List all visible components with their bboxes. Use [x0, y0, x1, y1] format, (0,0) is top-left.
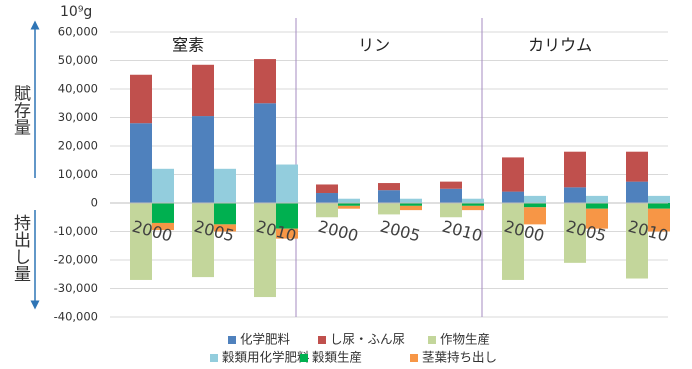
legend-swatch	[410, 354, 418, 362]
label-bg	[8, 75, 34, 145]
bar	[462, 203, 484, 206]
bar	[316, 193, 338, 203]
bar	[338, 205, 360, 209]
bar	[524, 203, 546, 208]
bar	[276, 228, 298, 239]
bar	[130, 203, 152, 280]
side-label: 持出し量	[10, 214, 31, 282]
y-tick-label: -20,000	[54, 253, 98, 267]
y-tick-label: 0	[91, 196, 98, 210]
unit-label: 10⁹g	[60, 4, 92, 20]
bar	[130, 123, 152, 203]
legend-label: 化学肥料	[240, 332, 291, 347]
bar	[338, 198, 360, 203]
legend-swatch	[428, 336, 436, 344]
bar	[130, 74, 152, 124]
bar	[564, 187, 586, 203]
bar	[586, 208, 608, 229]
y-tick-label: 30,000	[58, 110, 98, 124]
label-bg	[8, 205, 34, 290]
bar	[254, 103, 276, 203]
bar	[648, 208, 670, 232]
bar	[524, 195, 546, 203]
bar	[564, 151, 586, 188]
bar	[254, 59, 276, 104]
bar	[400, 205, 422, 211]
bar	[214, 168, 236, 203]
bar	[440, 181, 462, 189]
x-tick-label: 2010	[440, 217, 484, 246]
legend-label: 穀類生産	[312, 350, 362, 365]
y-tick-label: 10,000	[58, 167, 98, 181]
legend-swatch	[318, 336, 326, 344]
bar	[192, 203, 214, 278]
legend-swatch	[300, 354, 308, 362]
bar	[192, 64, 214, 117]
bar	[254, 203, 276, 298]
bar	[338, 203, 360, 206]
bar	[214, 224, 236, 232]
y-tick-label: -10,000	[54, 224, 98, 238]
y-tick-label: -30,000	[54, 281, 98, 295]
y-tick-label: 50,000	[58, 53, 98, 67]
legend-label: 穀類用化学肥料	[222, 350, 310, 365]
bar	[502, 203, 524, 280]
legend-swatch	[210, 354, 218, 362]
bar	[276, 203, 298, 229]
y-tick-label: 20,000	[58, 139, 98, 153]
bar	[440, 203, 462, 218]
x-tick-label: 2005	[378, 217, 422, 246]
bar	[502, 157, 524, 192]
bar	[626, 203, 648, 279]
bar	[152, 203, 174, 223]
group-label: リン	[358, 36, 390, 55]
bar	[648, 195, 670, 203]
bar	[502, 191, 524, 203]
side-label: 賦存量	[10, 84, 31, 135]
bar	[648, 203, 670, 209]
bar	[378, 203, 400, 215]
y-tick-label: -40,000	[54, 310, 98, 324]
bar	[586, 195, 608, 203]
group-label: カリウム	[528, 36, 592, 55]
bar	[378, 190, 400, 203]
legend-label: 茎葉持ち出し	[422, 350, 497, 365]
y-tick-label: 40,000	[58, 82, 98, 96]
bar	[214, 203, 236, 225]
group-label: 窒素	[172, 36, 204, 55]
y-tick-label: 60,000	[58, 25, 98, 39]
bar	[400, 198, 422, 203]
bar	[462, 205, 484, 211]
bar	[378, 183, 400, 191]
bar	[192, 116, 214, 203]
bar	[316, 203, 338, 218]
legend-label: 作物生産	[440, 332, 490, 347]
bar	[626, 181, 648, 203]
bar	[524, 207, 546, 225]
bar	[564, 203, 586, 263]
x-tick-label: 2000	[316, 217, 360, 246]
bar	[316, 184, 338, 194]
bar	[400, 203, 422, 206]
bar	[152, 222, 174, 231]
legend-label: し尿・ふん尿	[330, 332, 405, 347]
bar	[276, 164, 298, 203]
bar	[586, 203, 608, 209]
bar	[152, 168, 174, 203]
bar	[626, 151, 648, 182]
bar	[440, 188, 462, 203]
bar	[462, 198, 484, 203]
legend-swatch	[228, 336, 236, 344]
